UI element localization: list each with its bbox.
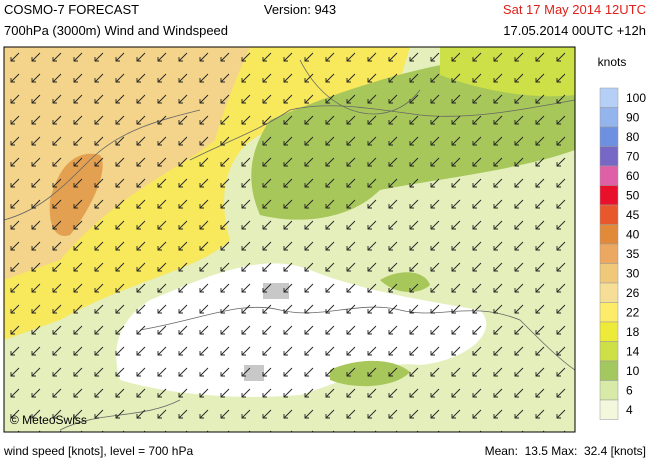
legend-label: 80 xyxy=(626,130,640,144)
legend-swatch xyxy=(599,204,619,225)
legend-swatch xyxy=(599,87,619,108)
legend-swatch xyxy=(599,302,619,323)
legend-label: 4 xyxy=(626,403,633,417)
legend-label: 35 xyxy=(626,247,640,261)
legend-swatch xyxy=(599,399,619,420)
legend-swatch xyxy=(599,165,619,186)
legend-swatch xyxy=(599,341,619,362)
legend-swatch xyxy=(599,380,619,401)
title: COSMO-7 FORECAST xyxy=(4,2,139,17)
legend-label: 10 xyxy=(626,364,640,378)
map-frame xyxy=(3,46,576,433)
valid-time: Sat 17 May 2014 12UTC xyxy=(503,2,646,17)
footer-level: wind speed [knots], level = 700 hPa xyxy=(3,444,193,458)
map-credit: © MeteoSwiss xyxy=(10,413,87,427)
legend-swatch xyxy=(599,185,619,206)
footer-stats: Mean: 13.5 Max: 32.4 [knots] xyxy=(485,444,646,458)
legend-label: 100 xyxy=(626,91,646,105)
legend: knots 100 90 80 70 60 50 45 40 35 30 26 22 18 14 10 6 4 xyxy=(598,55,646,420)
legend-label: 22 xyxy=(626,305,640,319)
legend-label: 90 xyxy=(626,110,640,124)
legend-label: 6 xyxy=(626,383,633,397)
legend-swatch xyxy=(599,263,619,284)
legend-swatch xyxy=(599,224,619,245)
legend-label: 45 xyxy=(626,208,640,222)
legend-swatch xyxy=(599,126,619,147)
subtitle: 700hPa (3000m) Wind and Windspeed xyxy=(4,23,228,38)
legend-swatch xyxy=(599,146,619,167)
legend-label: 30 xyxy=(626,266,640,280)
legend-label: 70 xyxy=(626,149,640,163)
legend-swatch xyxy=(599,360,619,381)
legend-swatch xyxy=(599,107,619,128)
legend-swatch xyxy=(599,282,619,303)
legend-label: 18 xyxy=(626,325,640,339)
legend-swatch xyxy=(599,243,619,264)
legend-label: 60 xyxy=(626,169,640,183)
map: © MeteoSwiss xyxy=(4,47,575,432)
legend-title: knots xyxy=(598,55,627,69)
legend-swatch xyxy=(599,321,619,342)
legend-label: 14 xyxy=(626,344,640,358)
version: Version: 943 xyxy=(264,2,336,17)
run-time: 17.05.2014 00UTC +12h xyxy=(503,23,646,38)
legend-label: 26 xyxy=(626,286,640,300)
legend-label: 50 xyxy=(626,188,640,202)
legend-label: 40 xyxy=(626,227,640,241)
